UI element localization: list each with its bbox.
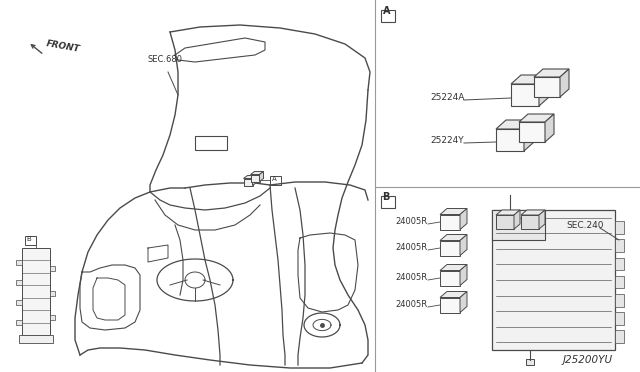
Text: 25224Y: 25224Y — [430, 136, 463, 145]
Bar — [440, 215, 460, 230]
Bar — [19, 335, 53, 343]
Polygon shape — [496, 120, 534, 129]
Text: 25224A: 25224A — [430, 93, 465, 102]
Polygon shape — [440, 292, 467, 298]
Text: B: B — [383, 192, 390, 202]
Polygon shape — [250, 171, 264, 174]
Polygon shape — [440, 234, 467, 241]
Bar — [50, 266, 55, 272]
Bar — [492, 210, 615, 350]
Bar — [615, 294, 624, 307]
Text: FRONT: FRONT — [45, 39, 80, 54]
Bar — [250, 174, 259, 182]
Bar — [16, 320, 22, 325]
Text: SEC.680: SEC.680 — [148, 55, 183, 64]
Text: 24005R: 24005R — [395, 300, 427, 309]
Bar — [22, 248, 50, 335]
Polygon shape — [521, 210, 545, 215]
Bar — [615, 221, 624, 234]
Bar — [50, 291, 55, 296]
Bar — [50, 315, 55, 320]
Bar — [16, 280, 22, 285]
Polygon shape — [440, 264, 467, 270]
Text: J25200YU: J25200YU — [563, 355, 613, 365]
Text: A: A — [383, 6, 390, 16]
Bar — [195, 136, 227, 150]
Bar — [519, 122, 545, 142]
Bar — [615, 276, 624, 288]
Bar — [381, 196, 395, 208]
Text: 24005R: 24005R — [395, 273, 427, 282]
Text: 24005R: 24005R — [395, 243, 427, 252]
Polygon shape — [460, 208, 467, 230]
Bar — [521, 215, 539, 229]
Bar — [496, 129, 524, 151]
Polygon shape — [539, 75, 549, 106]
Bar — [440, 270, 460, 285]
Bar — [511, 84, 539, 106]
Bar — [25, 236, 36, 245]
Bar — [381, 10, 395, 22]
Bar — [615, 312, 624, 325]
Polygon shape — [440, 208, 467, 215]
Polygon shape — [253, 176, 257, 186]
Text: B: B — [26, 236, 31, 242]
Polygon shape — [496, 210, 520, 215]
Polygon shape — [545, 114, 554, 142]
Bar — [615, 330, 624, 343]
Bar — [16, 260, 22, 265]
Text: A: A — [271, 176, 276, 182]
Bar — [243, 179, 253, 186]
Polygon shape — [539, 210, 545, 229]
Polygon shape — [243, 176, 257, 179]
Bar — [270, 176, 281, 185]
Text: SEC.240: SEC.240 — [566, 221, 604, 230]
Bar — [526, 359, 534, 365]
Polygon shape — [560, 69, 569, 97]
Bar — [440, 298, 460, 312]
Bar — [440, 241, 460, 256]
Polygon shape — [460, 264, 467, 285]
Text: 24005R: 24005R — [395, 217, 427, 226]
Polygon shape — [460, 234, 467, 256]
Bar — [496, 215, 514, 229]
Polygon shape — [534, 69, 569, 77]
Polygon shape — [259, 171, 264, 182]
Bar — [615, 240, 624, 252]
Bar — [16, 300, 22, 305]
Bar — [615, 257, 624, 270]
Polygon shape — [514, 210, 520, 229]
Polygon shape — [524, 120, 534, 151]
Bar — [534, 77, 560, 97]
Polygon shape — [460, 292, 467, 312]
Bar — [492, 210, 545, 240]
Polygon shape — [511, 75, 549, 84]
Polygon shape — [519, 114, 554, 122]
